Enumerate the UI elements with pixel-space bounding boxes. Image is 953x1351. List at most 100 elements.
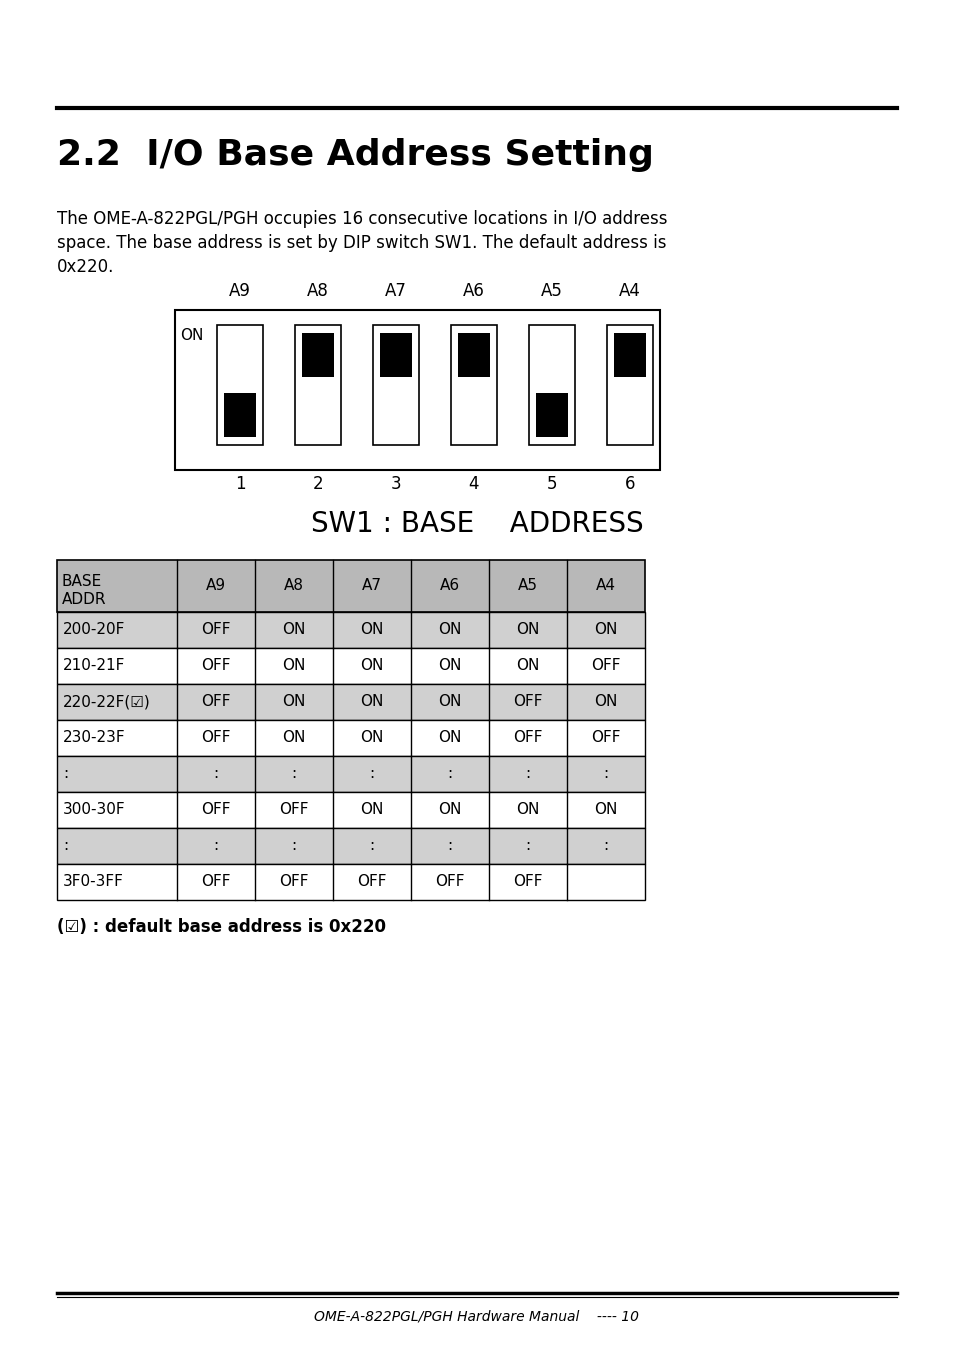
Text: ON: ON xyxy=(516,623,539,638)
Bar xyxy=(57,792,644,828)
Text: :: : xyxy=(525,839,530,854)
Bar xyxy=(294,326,340,444)
Bar xyxy=(57,561,644,612)
Text: 2: 2 xyxy=(313,476,323,493)
Bar xyxy=(529,326,575,444)
Text: :: : xyxy=(213,766,218,781)
Text: BASE: BASE xyxy=(62,574,102,589)
Bar xyxy=(451,326,497,444)
Text: ON: ON xyxy=(360,623,383,638)
Text: ON: ON xyxy=(516,802,539,817)
Text: A7: A7 xyxy=(385,282,407,300)
Bar xyxy=(536,393,567,436)
Text: OFF: OFF xyxy=(513,731,542,746)
Text: OFF: OFF xyxy=(201,874,231,889)
Text: ON: ON xyxy=(282,694,305,709)
Text: ON: ON xyxy=(594,623,617,638)
Bar xyxy=(302,332,334,377)
Text: A4: A4 xyxy=(596,578,616,593)
Bar xyxy=(57,612,644,648)
Bar xyxy=(57,865,644,900)
Text: OFF: OFF xyxy=(279,802,309,817)
Text: ON: ON xyxy=(437,731,461,746)
Text: OFF: OFF xyxy=(513,694,542,709)
Text: :: : xyxy=(525,766,530,781)
Text: :: : xyxy=(603,839,608,854)
Text: (☑) : default base address is 0x220: (☑) : default base address is 0x220 xyxy=(57,917,386,936)
Bar xyxy=(57,757,644,792)
Text: OME-A-822PGL/PGH Hardware Manual    ---- 10: OME-A-822PGL/PGH Hardware Manual ---- 10 xyxy=(314,1309,639,1323)
Text: A9: A9 xyxy=(229,282,251,300)
Text: ON: ON xyxy=(516,658,539,674)
Text: ON: ON xyxy=(360,658,383,674)
Text: ON: ON xyxy=(594,802,617,817)
Bar xyxy=(57,757,644,792)
Text: 6: 6 xyxy=(624,476,635,493)
Text: 2.2  I/O Base Address Setting: 2.2 I/O Base Address Setting xyxy=(57,138,653,172)
Text: :: : xyxy=(603,766,608,781)
Text: :: : xyxy=(369,839,375,854)
Text: :: : xyxy=(447,766,452,781)
Bar xyxy=(606,326,652,444)
Text: 220-22F(☑): 220-22F(☑) xyxy=(63,694,151,709)
Bar xyxy=(457,332,490,377)
Text: :: : xyxy=(63,766,68,781)
Bar xyxy=(57,865,644,900)
Text: 230-23F: 230-23F xyxy=(63,731,126,746)
Text: OFF: OFF xyxy=(435,874,464,889)
Text: ON: ON xyxy=(437,694,461,709)
Text: OFF: OFF xyxy=(356,874,386,889)
Text: A6: A6 xyxy=(462,282,484,300)
Text: :: : xyxy=(291,839,296,854)
Bar xyxy=(224,393,255,436)
Bar xyxy=(379,332,412,377)
Bar xyxy=(57,720,644,757)
Text: OFF: OFF xyxy=(201,658,231,674)
Text: A4: A4 xyxy=(618,282,640,300)
Text: OFF: OFF xyxy=(201,802,231,817)
Text: The OME-A-822PGL/PGH occupies 16 consecutive locations in I/O address: The OME-A-822PGL/PGH occupies 16 consecu… xyxy=(57,209,667,228)
Text: 5: 5 xyxy=(546,476,557,493)
Text: :: : xyxy=(63,839,68,854)
Text: ON: ON xyxy=(437,658,461,674)
Text: ON: ON xyxy=(282,731,305,746)
Text: :: : xyxy=(447,839,452,854)
Text: :: : xyxy=(291,766,296,781)
Text: OFF: OFF xyxy=(201,731,231,746)
Text: OFF: OFF xyxy=(513,874,542,889)
Text: OFF: OFF xyxy=(591,658,620,674)
Text: OFF: OFF xyxy=(201,623,231,638)
Text: A9: A9 xyxy=(206,578,226,593)
Bar xyxy=(57,684,644,720)
Bar xyxy=(57,612,644,648)
Text: 1: 1 xyxy=(234,476,245,493)
Bar xyxy=(57,828,644,865)
Text: ON: ON xyxy=(282,658,305,674)
Bar xyxy=(174,309,659,470)
Text: 200-20F: 200-20F xyxy=(63,623,125,638)
Text: A5: A5 xyxy=(517,578,537,593)
Text: :: : xyxy=(213,839,218,854)
Text: OFF: OFF xyxy=(279,874,309,889)
Text: ON: ON xyxy=(282,623,305,638)
Text: 4: 4 xyxy=(468,476,478,493)
Text: ON: ON xyxy=(360,802,383,817)
Bar xyxy=(57,684,644,720)
Text: :: : xyxy=(369,766,375,781)
Text: ON: ON xyxy=(180,328,203,343)
Text: A8: A8 xyxy=(307,282,329,300)
Text: OFF: OFF xyxy=(201,694,231,709)
Bar xyxy=(57,648,644,684)
Text: SW1 : BASE    ADDRESS: SW1 : BASE ADDRESS xyxy=(311,509,642,538)
Text: 210-21F: 210-21F xyxy=(63,658,125,674)
Text: ON: ON xyxy=(360,731,383,746)
Text: ON: ON xyxy=(437,623,461,638)
Text: space. The base address is set by DIP switch SW1. The default address is: space. The base address is set by DIP sw… xyxy=(57,234,666,253)
Text: A8: A8 xyxy=(284,578,304,593)
Text: 3: 3 xyxy=(391,476,401,493)
Text: ADDR: ADDR xyxy=(62,592,107,607)
Text: 300-30F: 300-30F xyxy=(63,802,126,817)
Text: A5: A5 xyxy=(540,282,562,300)
Text: ON: ON xyxy=(360,694,383,709)
Text: A7: A7 xyxy=(361,578,381,593)
